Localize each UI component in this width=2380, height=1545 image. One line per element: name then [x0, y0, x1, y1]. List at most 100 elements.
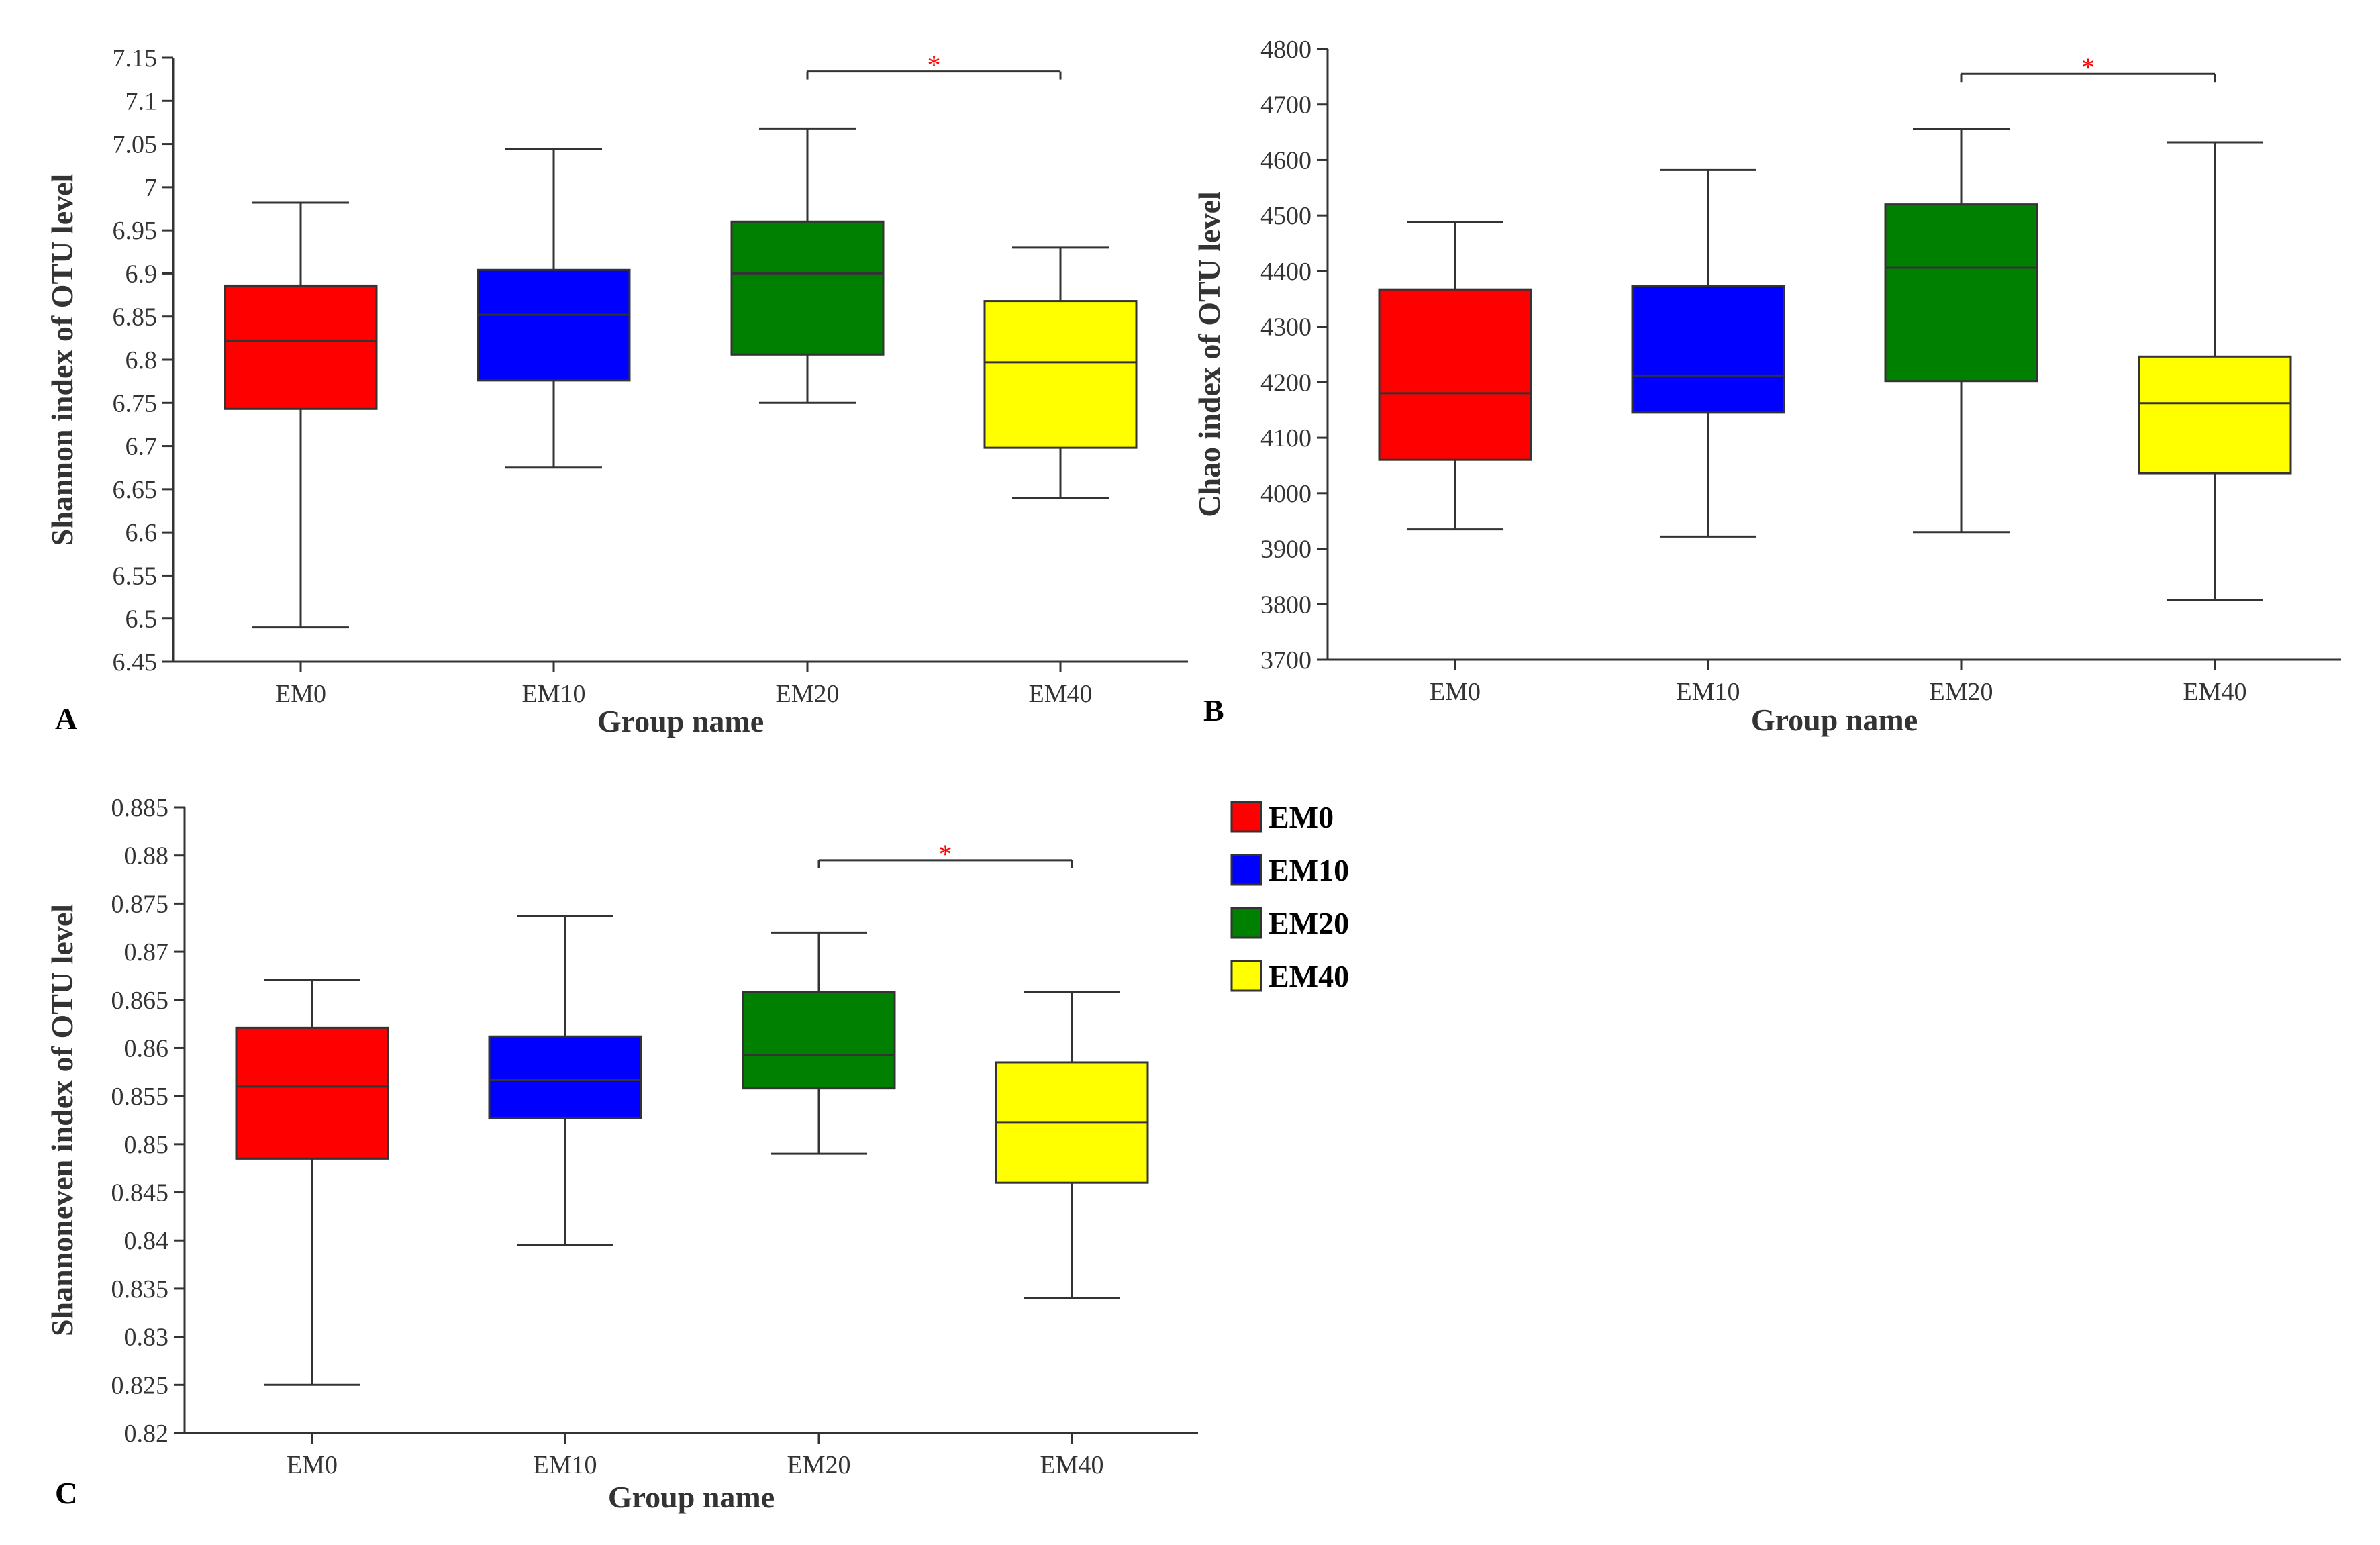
legend-label: EM10 [1269, 853, 1349, 887]
y-tick-label: 6.75 [113, 389, 158, 417]
x-tick-label: EM40 [2183, 678, 2247, 706]
box-em0 [235, 979, 389, 1386]
iqr-box [477, 268, 631, 382]
significance-bracket: * [1960, 52, 2216, 83]
legend-item-em40: EM40 [1230, 959, 1349, 993]
x-axis-title: Group name [597, 704, 764, 738]
significance-bracket: * [817, 839, 1073, 869]
y-tick-label: 6.8 [126, 346, 158, 375]
legend-swatch [1230, 907, 1262, 939]
legend-swatch [1230, 801, 1262, 833]
y-tick-label: 7.05 [113, 131, 158, 159]
y-tick-label: 0.83 [124, 1324, 169, 1352]
panel-letter: B [1203, 693, 1224, 728]
x-tick-label: EM20 [776, 680, 840, 708]
x-tick-label: EM10 [522, 680, 586, 708]
y-tick-label: 0.855 [111, 1083, 169, 1111]
y-tick-label: 4100 [1260, 424, 1311, 452]
legend-item-em10: EM10 [1230, 853, 1349, 887]
x-axis-title: Group name [608, 1480, 775, 1514]
iqr-box [742, 991, 896, 1090]
y-tick-label: 0.82 [124, 1419, 169, 1448]
panel-letter: A [55, 701, 77, 736]
x-tick-label: EM10 [1677, 678, 1740, 706]
y-tick-label: 6.55 [113, 562, 158, 590]
iqr-box [730, 220, 885, 356]
legend-label: EM0 [1269, 800, 1334, 834]
x-tick-label: EM10 [534, 1451, 597, 1479]
x-tick-label: EM40 [1040, 1451, 1104, 1479]
y-tick-label: 4600 [1260, 146, 1311, 175]
iqr-box [488, 1035, 642, 1119]
y-tick-label: 6.95 [113, 217, 158, 245]
legend-item-em0: EM0 [1230, 800, 1334, 834]
iqr-box [1378, 288, 1532, 461]
x-tick-label: EM20 [1930, 678, 1993, 706]
y-tick-label: 3900 [1260, 536, 1311, 564]
box-em0 [1378, 221, 1532, 531]
y-tick-label: 0.875 [111, 890, 169, 918]
y-tick-label: 0.88 [124, 842, 169, 870]
panel-c-shannoneven-chart: 0.82 0.825 0.83 0.835 0.84 0.845 0.85 0.855 0.86… [45, 794, 1198, 1514]
box-em20 [730, 127, 885, 404]
box-em40 [995, 991, 1149, 1299]
x-tick-label: EM0 [287, 1451, 338, 1479]
legend: EM0 EM10 EM20 EM40 [1230, 800, 1349, 993]
y-tick-label: 4500 [1260, 202, 1311, 230]
y-tick-label: 6.85 [113, 303, 158, 332]
panel-a-shannon-chart: 6.45 6.5 6.55 6.6 6.65 6.7 6.75 6.8 6.85 6.9 6.95 7… [45, 44, 1188, 738]
y-tick-label: 0.84 [124, 1227, 169, 1255]
box-em10 [488, 915, 642, 1246]
significance-star: * [928, 50, 941, 81]
iqr-box [983, 300, 1138, 449]
y-tick-label: 4400 [1260, 258, 1311, 286]
legend-label: EM20 [1269, 906, 1349, 940]
y-tick-label: 7 [144, 174, 157, 202]
y-tick-label: 7.15 [113, 44, 158, 72]
y-tick-label: 6.7 [126, 433, 158, 461]
y-tick-label: 6.9 [126, 260, 158, 288]
y-axis-title: Chao index of OTU level [1192, 191, 1226, 517]
x-tick-label: EM0 [275, 680, 326, 708]
box-em20 [742, 931, 896, 1155]
box-em10 [477, 148, 631, 469]
x-axis-title: Group name [1751, 703, 1918, 737]
box-em20 [1884, 128, 2038, 534]
y-tick-label: 7.1 [126, 87, 158, 115]
significance-bracket: * [806, 50, 1062, 81]
legend-swatch [1230, 854, 1262, 886]
legend-item-em20: EM20 [1230, 906, 1349, 940]
y-tick-label: 0.845 [111, 1179, 169, 1207]
y-tick-label: 3800 [1260, 591, 1311, 619]
y-tick-label: 6.65 [113, 476, 158, 504]
legend-swatch [1230, 960, 1262, 992]
y-tick-label: 4000 [1260, 480, 1311, 508]
y-axis-title: Shannon index of OTU level [45, 174, 79, 546]
y-tick-label: 6.5 [126, 605, 158, 634]
y-tick-label: 0.825 [111, 1371, 169, 1399]
box-em0 [224, 201, 378, 629]
iqr-box [2138, 355, 2292, 475]
box-em40 [2138, 141, 2292, 601]
iqr-box [1631, 285, 1785, 414]
y-tick-label: 4800 [1260, 36, 1311, 64]
box-em10 [1631, 168, 1785, 538]
x-tick-label: EM0 [1430, 678, 1481, 706]
significance-star: * [939, 839, 952, 869]
iqr-box [224, 284, 378, 410]
y-tick-label: 0.87 [124, 938, 169, 966]
y-axis-title: Shannoneven index of OTU level [45, 904, 79, 1336]
y-tick-label: 0.885 [111, 794, 169, 822]
y-tick-label: 4200 [1260, 368, 1311, 397]
box-em40 [983, 246, 1138, 499]
y-tick-label: 0.86 [124, 1034, 169, 1062]
panel-b-chao-chart: 3700 3800 3900 4000 4100 4200 4300 4400 4500 4600… [1192, 36, 2341, 737]
y-tick-label: 3700 [1260, 646, 1311, 675]
x-tick-label: EM40 [1029, 680, 1093, 708]
panel-letter: C [55, 1476, 77, 1510]
significance-star: * [2081, 52, 2095, 83]
y-tick-label: 0.85 [124, 1131, 169, 1159]
iqr-box [1884, 203, 2038, 383]
y-tick-label: 4300 [1260, 313, 1311, 342]
